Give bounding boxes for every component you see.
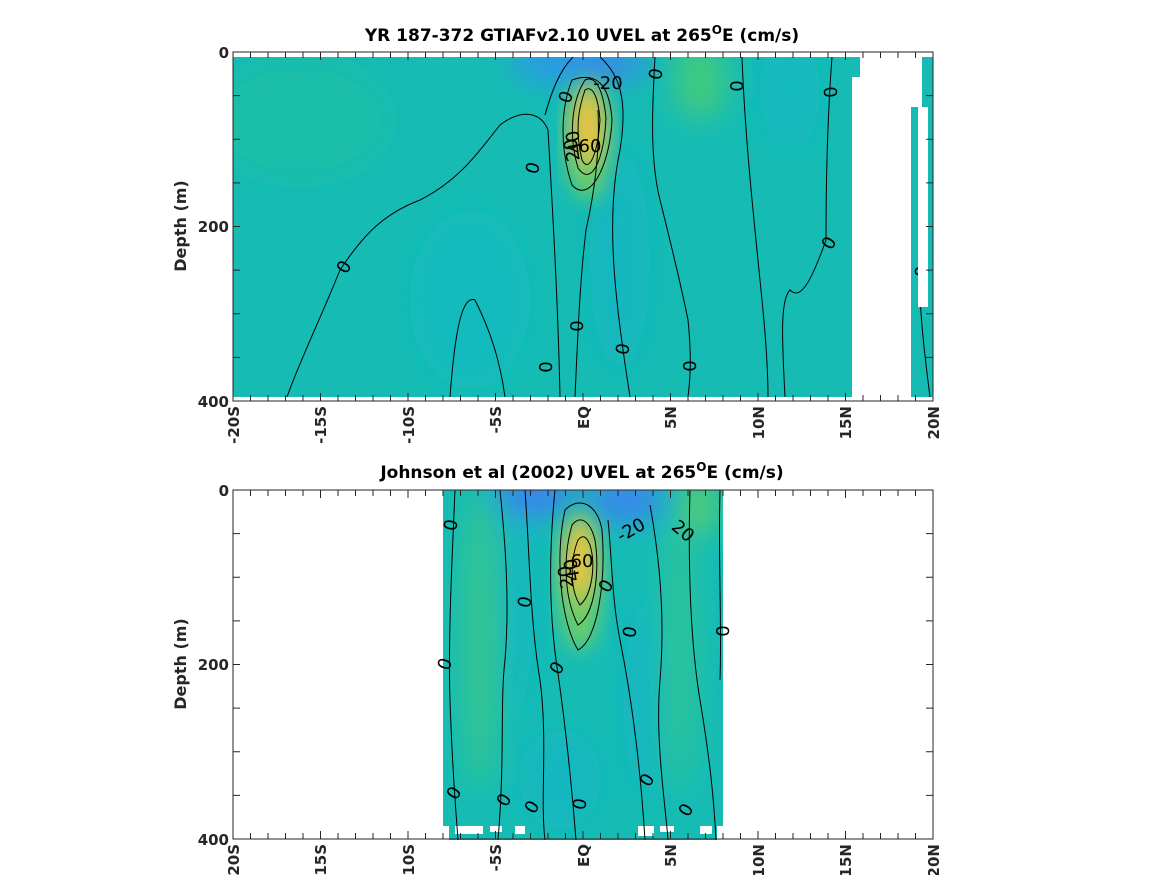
- top-x-tick-label: -15S: [312, 406, 330, 444]
- top-y-axis-label: Depth (m): [171, 180, 190, 272]
- top-x-tick-label: 5N: [662, 406, 680, 429]
- bottom-contour-label: 40: [560, 557, 585, 583]
- top-x-tick-label: 10N: [750, 406, 768, 439]
- bottom-contour-40: [565, 519, 598, 626]
- top-contour-label: 0: [522, 160, 545, 176]
- top-contour-zero-14n: [782, 56, 833, 398]
- bottom-contour-60: [571, 536, 594, 606]
- bottom-x-tick-label: -20S: [225, 844, 243, 875]
- bottom-contour-label: 0: [514, 595, 537, 610]
- bottom-contour-zero-8n: [718, 489, 722, 681]
- bottom-contours: [448, 489, 722, 841]
- bottom-panel: Johnson et al (2002) UVEL at 265OE (cm/s…: [171, 460, 943, 875]
- bottom-x-tick-labels: -20S -15S -10S -5S EQ 5N 10N 15N 20N: [225, 844, 943, 875]
- bottom-contour-label: 0: [619, 625, 642, 640]
- top-contour-label: 0: [536, 361, 557, 372]
- bottom-contour-20: [559, 502, 604, 651]
- bottom-contour-label: 60: [571, 551, 594, 572]
- bottom-contour-zero-4n: [649, 504, 669, 841]
- top-contour-label: 0: [567, 320, 588, 331]
- top-contour-label: 0: [727, 80, 748, 91]
- top-contour-label: 20: [560, 137, 585, 163]
- top-contour-40: [571, 78, 607, 175]
- bottom-velocity-field: [443, 490, 723, 840]
- bottom-contour-label: 0: [713, 625, 734, 636]
- bottom-y-tick-label: 200: [198, 656, 229, 674]
- bottom-contour-label: 20: [554, 564, 579, 590]
- bottom-y-tick-label: 0: [219, 482, 229, 500]
- bottom-x-tick-label: -10S: [400, 844, 418, 875]
- top-y-tick-label: 0: [219, 44, 229, 62]
- bottom-contour-label: 0: [569, 797, 592, 812]
- bottom-contour-zero-1s: [550, 489, 577, 841]
- top-contour-label: 40: [562, 129, 587, 155]
- top-contour-zero-neck: [544, 56, 574, 116]
- top-contour-20: [562, 76, 613, 191]
- top-x-tick-label: -10S: [400, 406, 418, 444]
- bottom-x-tick-label: 15N: [837, 844, 855, 875]
- bottom-x-tick-label: EQ: [575, 844, 593, 867]
- top-contour-label: 60: [579, 136, 602, 157]
- top-contours: [286, 56, 931, 398]
- bottom-contour-zero-8s: [448, 489, 459, 841]
- top-contour-label: 0: [645, 67, 668, 82]
- bottom-x-tick-label: -5S: [487, 844, 505, 871]
- bottom-contour-zero-2n: [607, 519, 646, 841]
- top-x-tick-label: -20S: [225, 406, 243, 444]
- top-panel: YR 187-372 GTIAFv2.10 UVEL at 265OE (cm/…: [171, 23, 943, 444]
- bottom-x-tick-label: 5N: [662, 844, 680, 867]
- top-contour-zero-lobe: [449, 299, 506, 398]
- bottom-x-tick-label: 10N: [750, 844, 768, 875]
- bottom-contour-label: 0: [440, 518, 463, 533]
- top-x-tick-label: 20N: [925, 406, 943, 439]
- top-x-tick-labels: -20S -15S -10S -5S EQ 5N 10N 15N 20N: [225, 406, 943, 444]
- top-contour-label: 0: [612, 342, 635, 357]
- bottom-panel-title: Johnson et al (2002) UVEL at 265OE (cm/s…: [379, 460, 783, 483]
- top-axis-ticks: [232, 51, 934, 402]
- top-contour-label: -20: [593, 73, 622, 94]
- top-x-tick-label: 15N: [837, 406, 855, 439]
- top-contour-60: [577, 88, 601, 165]
- top-velocity-field: [233, 57, 933, 397]
- top-contour-zero-east: [599, 56, 631, 398]
- bottom-y-tick-label: 400: [198, 831, 229, 849]
- top-field-shading: [233, 57, 820, 390]
- top-contour-zero-center: [574, 109, 599, 398]
- top-panel-title: YR 187-372 GTIAFv2.10 UVEL at 265OE (cm/…: [364, 23, 799, 46]
- top-contour-zero-5n: [652, 56, 691, 398]
- bottom-y-axis-label: Depth (m): [171, 618, 190, 710]
- bottom-contour-zero-3s: [524, 489, 546, 841]
- top-contour-label: 0: [680, 360, 701, 371]
- top-x-tick-label: -5S: [487, 406, 505, 433]
- top-y-tick-label: 200: [198, 218, 229, 236]
- bottom-axis-ticks: [232, 489, 934, 840]
- top-x-tick-label: EQ: [575, 406, 593, 429]
- top-contour-label: 0: [821, 85, 843, 98]
- top-y-tick-label: 400: [198, 393, 229, 411]
- bottom-x-tick-label: 20N: [925, 844, 943, 875]
- top-contour-zero-west: [286, 113, 561, 398]
- bottom-x-tick-label: -15S: [312, 844, 330, 875]
- top-missing-data: [852, 57, 933, 398]
- bottom-contour-zero-5s: [497, 489, 508, 841]
- bottom-contour-zero-6n: [688, 489, 717, 841]
- top-contour-zero-9n: [741, 56, 769, 398]
